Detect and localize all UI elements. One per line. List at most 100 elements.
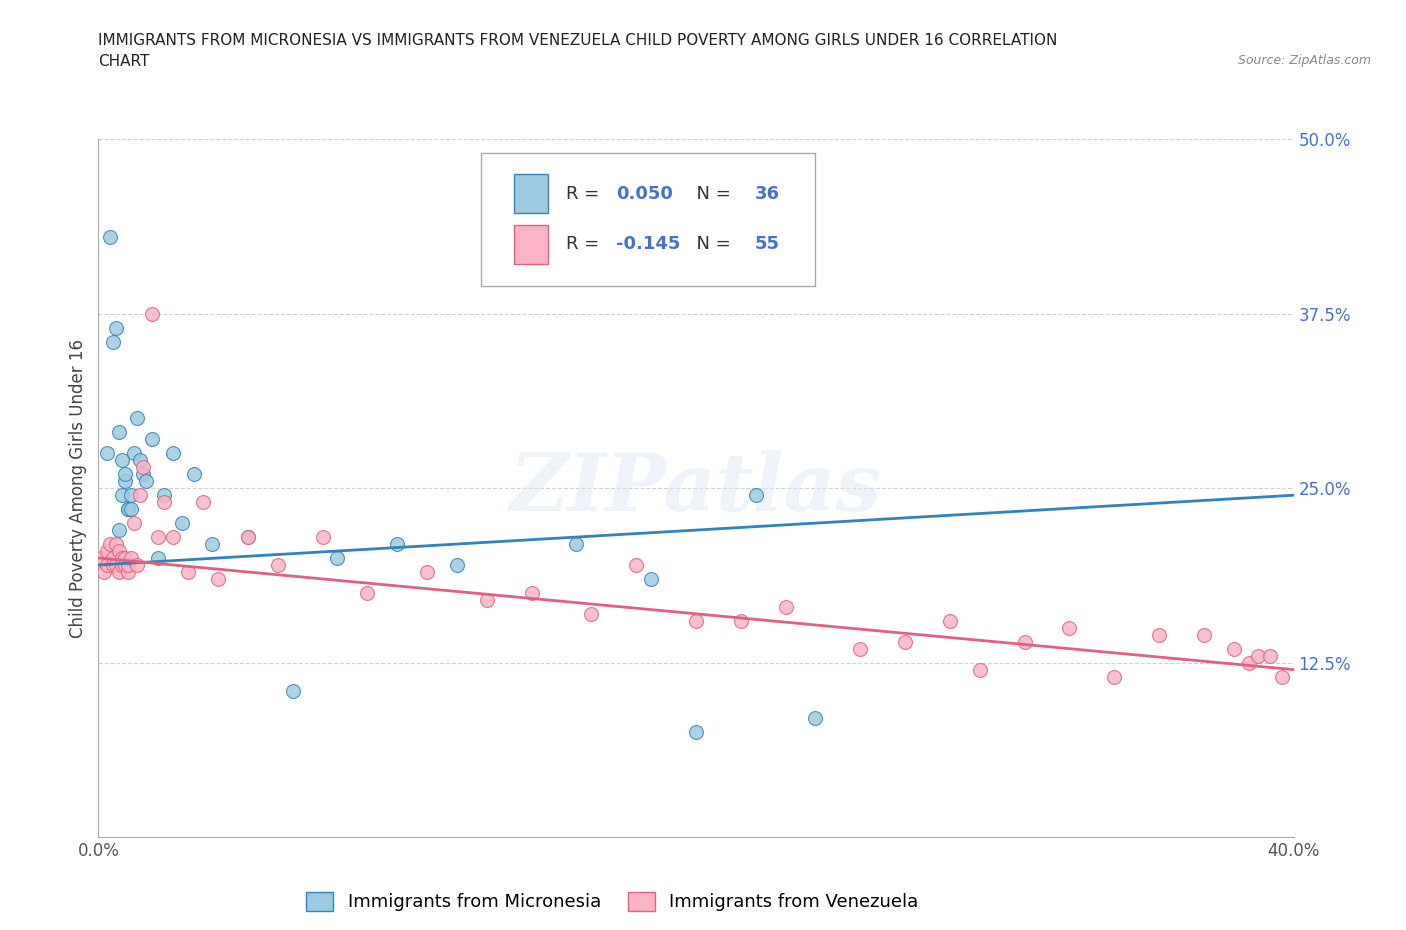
Point [191, 495, 214, 510]
Point [108, 425, 131, 440]
Point [108, 565, 131, 579]
Point [730, 614, 752, 629]
Point [685, 614, 707, 629]
Point [1223, 642, 1246, 657]
Text: 55: 55 [755, 235, 779, 254]
Point [98, 537, 122, 551]
Point [117, 502, 139, 517]
Point [93, 565, 115, 579]
Point [108, 543, 131, 558]
Point [103, 334, 125, 349]
Point [1247, 648, 1270, 663]
Point [236, 530, 259, 545]
Point [90, 551, 112, 565]
Point [105, 537, 128, 551]
Point [96, 558, 118, 573]
Point [162, 530, 184, 545]
Point [685, 725, 707, 740]
Point [1147, 628, 1170, 643]
Point [1104, 670, 1126, 684]
Text: 36: 36 [755, 184, 779, 203]
Point [1059, 620, 1081, 635]
Point [111, 558, 134, 573]
Point [98, 230, 122, 245]
Point [183, 467, 205, 482]
Point [114, 467, 136, 482]
Point [103, 558, 125, 573]
Point [132, 460, 155, 474]
Point [745, 488, 768, 503]
Point [129, 488, 152, 503]
Point [129, 453, 152, 468]
Point [148, 551, 170, 565]
Legend: Immigrants from Micronesia, Immigrants from Venezuela: Immigrants from Micronesia, Immigrants f… [298, 884, 927, 919]
Point [117, 558, 139, 573]
Text: N =: N = [685, 235, 737, 254]
Point [153, 495, 176, 510]
Point [120, 502, 142, 517]
Point [127, 411, 149, 426]
Point [96, 445, 118, 460]
Point [108, 523, 131, 538]
Text: R =: R = [565, 184, 605, 203]
Text: CHART: CHART [98, 54, 150, 69]
Point [96, 543, 118, 558]
Point [103, 551, 125, 565]
Y-axis label: Child Poverty Among Girls Under 16: Child Poverty Among Girls Under 16 [69, 339, 87, 638]
Point [939, 614, 962, 629]
Point [132, 467, 155, 482]
Text: -0.145: -0.145 [616, 235, 681, 254]
Point [267, 558, 290, 573]
Point [114, 474, 136, 489]
FancyBboxPatch shape [515, 174, 548, 213]
Point [1237, 655, 1260, 670]
Point [326, 551, 349, 565]
FancyBboxPatch shape [515, 225, 548, 264]
Point [120, 488, 142, 503]
Point [153, 488, 176, 503]
Point [111, 488, 134, 503]
Point [117, 565, 139, 579]
Point [311, 530, 333, 545]
Point [124, 515, 146, 530]
Point [141, 307, 163, 322]
Point [207, 571, 229, 587]
Point [281, 683, 304, 698]
Point [111, 551, 134, 565]
Point [640, 571, 662, 587]
Point [849, 642, 872, 657]
Text: Source: ZipAtlas.com: Source: ZipAtlas.com [1237, 54, 1371, 67]
Point [520, 586, 543, 601]
Point [894, 634, 917, 649]
Point [446, 558, 468, 573]
Point [475, 592, 498, 607]
Point [177, 565, 200, 579]
Point [1014, 634, 1036, 649]
Text: R =: R = [565, 235, 605, 254]
Point [120, 551, 142, 565]
Point [135, 474, 157, 489]
Point [416, 565, 439, 579]
Point [117, 502, 139, 517]
Point [385, 537, 409, 551]
Point [162, 445, 184, 460]
Point [114, 551, 136, 565]
Point [172, 515, 194, 530]
Text: N =: N = [685, 184, 737, 203]
FancyBboxPatch shape [481, 153, 815, 286]
Point [114, 558, 136, 573]
Point [105, 558, 128, 573]
Text: 0.050: 0.050 [616, 184, 673, 203]
Point [356, 586, 378, 601]
Point [124, 445, 146, 460]
Point [1271, 670, 1294, 684]
Point [148, 530, 170, 545]
Point [624, 558, 647, 573]
Point [804, 711, 827, 725]
Text: ZIPatlas: ZIPatlas [510, 449, 882, 527]
Point [581, 606, 603, 621]
Point [201, 537, 224, 551]
Text: IMMIGRANTS FROM MICRONESIA VS IMMIGRANTS FROM VENEZUELA CHILD POVERTY AMONG GIRL: IMMIGRANTS FROM MICRONESIA VS IMMIGRANTS… [98, 33, 1057, 47]
Point [111, 453, 134, 468]
Point [775, 600, 797, 615]
